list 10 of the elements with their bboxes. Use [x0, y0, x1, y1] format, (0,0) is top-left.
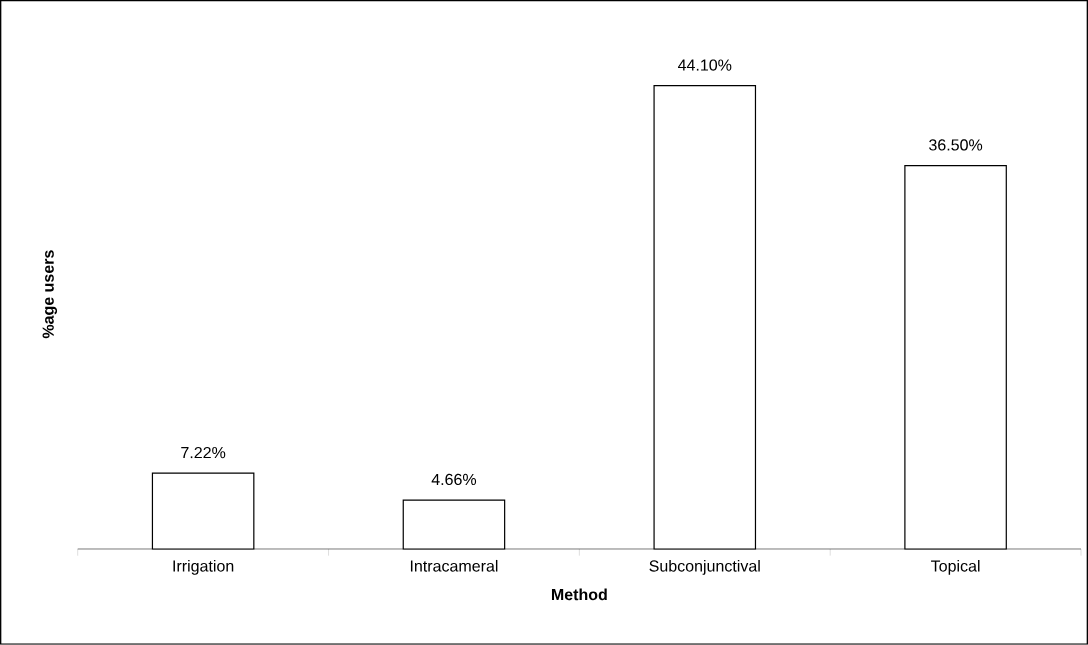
- x-tick-label: Subconjunctival: [649, 560, 760, 575]
- x-tick-label: Irrigation: [173, 560, 234, 575]
- data-label: 4.66%: [431, 473, 477, 486]
- data-label: 7.22%: [181, 447, 226, 459]
- data-label: 36.50%: [929, 139, 983, 151]
- data-label: 44.10%: [678, 59, 732, 71]
- x-axis-title: Method: [551, 588, 607, 601]
- x-tick-label: Topical: [931, 560, 980, 575]
- x-tick-label: Intracameral: [410, 560, 498, 572]
- y-axis-title: %age users: [42, 250, 58, 339]
